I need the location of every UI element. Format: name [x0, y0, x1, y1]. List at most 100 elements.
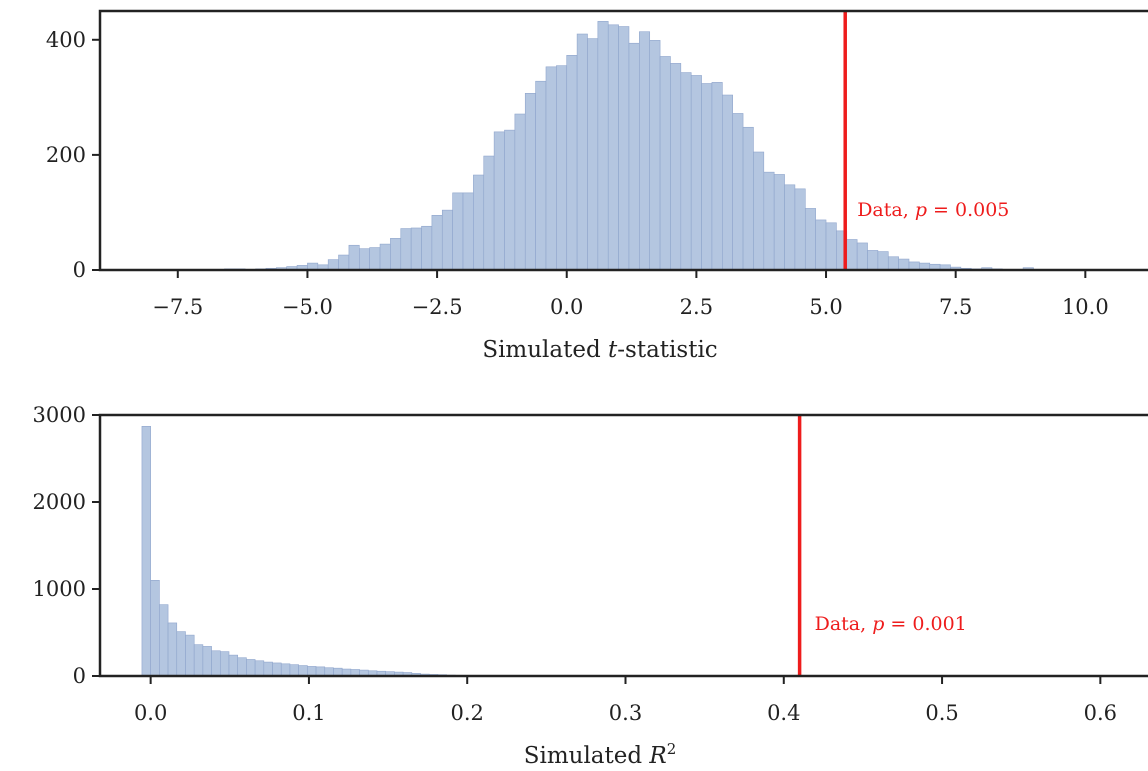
- annotation-var: p: [872, 613, 884, 635]
- x-tick-label: 0.5: [925, 701, 958, 725]
- x-tick-label: −2.5: [412, 295, 463, 319]
- histogram-bar: [628, 42, 640, 271]
- x-axis-label-superscript: 2: [667, 740, 677, 758]
- histogram-bar: [618, 26, 630, 271]
- x-tick-label: −7.5: [152, 295, 203, 319]
- histogram-bar: [846, 239, 858, 271]
- histogram-bar: [597, 21, 609, 271]
- histogram-bar: [202, 646, 212, 677]
- histogram-bar: [358, 248, 370, 271]
- histogram-bar: [794, 188, 806, 271]
- histogram-bar: [462, 192, 474, 271]
- histogram-bar: [452, 192, 464, 271]
- histogram-bar: [898, 258, 910, 271]
- histogram-bar: [338, 254, 350, 271]
- x-tick-label: −5.0: [282, 295, 333, 319]
- y-tick-label: 0: [73, 258, 86, 282]
- histogram-bar: [150, 579, 160, 677]
- x-axis-label-prefix: Simulated: [482, 337, 608, 363]
- x-tick-label: 0.4: [767, 701, 800, 725]
- histogram-bar: [566, 55, 578, 271]
- histogram-bar: [280, 663, 291, 677]
- x-tick-label: 2.5: [680, 295, 713, 319]
- histogram-bar: [804, 208, 816, 271]
- histogram-bar: [670, 63, 682, 271]
- histogram-bar: [659, 56, 671, 271]
- axes-frame: [98, 413, 1148, 678]
- histogram-bar: [887, 256, 899, 271]
- annotation-text: Data,: [815, 613, 873, 635]
- histogram-bar: [524, 93, 536, 271]
- histogram-bar: [556, 65, 568, 271]
- histogram-bar: [711, 82, 723, 271]
- histogram-bar: [315, 666, 326, 677]
- histogram-bar: [867, 250, 879, 271]
- histogram-bar: [246, 659, 256, 677]
- histogram-bar: [607, 24, 619, 271]
- annotation-value: = 0.001: [884, 613, 966, 635]
- bars: [141, 426, 456, 677]
- x-axis-label-var: R: [648, 743, 666, 769]
- histogram-bar: [348, 244, 360, 271]
- data-p-value-annotation: Data, p = 0.001: [815, 613, 967, 635]
- y-tick-label: 200: [46, 143, 86, 167]
- histogram-bar: [193, 644, 204, 677]
- histogram-bar: [722, 94, 733, 271]
- x-tick-label: 7.5: [939, 295, 972, 319]
- x-tick-label: 0.0: [550, 295, 583, 319]
- histogram-bar: [514, 113, 526, 271]
- histogram-bar: [400, 228, 412, 271]
- histogram-bar: [390, 238, 402, 271]
- x-axis-label-var: t: [608, 337, 618, 363]
- x-tick-label: 0.6: [1084, 701, 1117, 725]
- histogram-bar: [237, 657, 247, 677]
- histogram-bar: [185, 634, 195, 677]
- histogram-bar: [639, 31, 651, 271]
- histogram-bar: [649, 40, 661, 271]
- x-axis-label-suffix: -statistic: [617, 337, 717, 363]
- histogram-bar: [421, 225, 433, 271]
- histogram-bar: [825, 222, 837, 271]
- histogram-bar: [493, 131, 505, 271]
- x-tick-label: 10.0: [1062, 295, 1109, 319]
- x-tick-label: 0.0: [134, 701, 167, 725]
- t-statistic-histogram: Data, p = 0.005 −7.5 −5.0 −2.5 0.0 2.5 5.0 7.5 1…: [46, 9, 1148, 363]
- bars: [141, 21, 1076, 271]
- axes-frame: [98, 9, 1148, 272]
- histogram-bar: [732, 113, 744, 271]
- histogram-bar: [877, 251, 889, 271]
- histogram-bar: [753, 151, 765, 271]
- histogram-bar: [167, 622, 178, 677]
- histogram-bar: [219, 651, 230, 677]
- histogram-bar: [379, 243, 391, 271]
- histogram-bar: [690, 75, 702, 271]
- histogram-bar: [431, 215, 443, 271]
- histogram-bar: [441, 209, 453, 271]
- histogram-bar: [159, 604, 169, 677]
- annotation-var: p: [915, 199, 927, 221]
- histogram-bar: [263, 661, 273, 677]
- histogram-bar: [410, 227, 422, 271]
- histogram-bar: [763, 171, 775, 271]
- histogram-bar: [176, 631, 186, 677]
- histogram-bar: [701, 83, 713, 271]
- annotation-value: = 0.005: [927, 199, 1009, 221]
- histogram-bar: [228, 654, 239, 677]
- x-tick-label: 0.3: [609, 701, 642, 725]
- histogram-bar: [483, 155, 495, 271]
- r-squared-histogram: Data, p = 0.001 0.0 0.1 0.2 0.3 0.4 0.5 0.6 0 100…: [33, 403, 1148, 769]
- x-axis-label-prefix: Simulated: [524, 743, 650, 769]
- histogram-bar: [504, 129, 516, 271]
- histogram-bar: [327, 259, 339, 271]
- y-tick-label: 400: [46, 28, 86, 52]
- x-axis-label: Simulated t-statistic: [482, 337, 717, 363]
- x-tick-label: 5.0: [809, 295, 842, 319]
- annotation-text: Data,: [857, 199, 915, 221]
- histogram-bar: [815, 219, 827, 271]
- histogram-bar: [545, 66, 557, 271]
- x-tick-label: 0.1: [292, 701, 325, 725]
- histogram-bar: [211, 650, 221, 677]
- y-tick-label: 2000: [33, 490, 86, 514]
- y-tick-label: 0: [73, 664, 86, 688]
- histogram-bar: [141, 426, 151, 677]
